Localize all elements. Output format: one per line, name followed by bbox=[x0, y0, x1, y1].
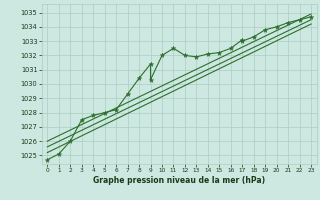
X-axis label: Graphe pression niveau de la mer (hPa): Graphe pression niveau de la mer (hPa) bbox=[93, 176, 265, 185]
